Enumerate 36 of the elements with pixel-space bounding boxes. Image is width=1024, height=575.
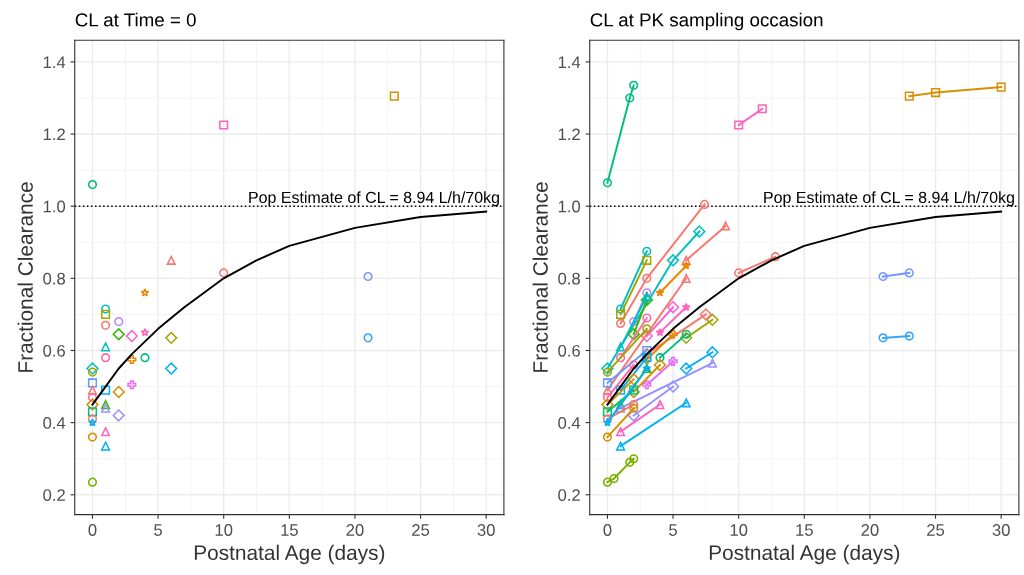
x-tick-label: 20 — [346, 524, 364, 536]
annotation: Pop Estimate of CL = 8.94 L/h/70kg — [249, 191, 499, 207]
y-tick-label: 1.4 — [43, 56, 66, 68]
y-axis-title: Fractional Clearance — [17, 182, 33, 372]
y-axis-title: Fractional Clearance — [532, 182, 548, 372]
y-tick-label: 0.8 — [43, 272, 65, 285]
y-tick-label: 1.2 — [558, 128, 580, 141]
y-tick-label: 1.4 — [558, 56, 581, 68]
y-tick-label: 0.8 — [558, 272, 580, 285]
y-tick-label: 1.0 — [43, 200, 66, 213]
chart-title: CL at PK sampling occasion — [590, 12, 823, 31]
annotation: Pop Estimate of CL = 8.94 L/h/70kg — [764, 191, 1014, 207]
x-tick-label: 30 — [477, 524, 495, 536]
x-tick-label: 30 — [992, 524, 1010, 536]
y-tick-label: 1.2 — [43, 128, 65, 141]
x-tick-label: 15 — [281, 524, 298, 536]
chart-title: CL at Time = 0 — [75, 12, 196, 27]
x-tick-label: 15 — [796, 524, 813, 536]
x-tick-label: 0 — [88, 524, 97, 536]
x-tick-label: 10 — [215, 524, 233, 536]
x-axis-title: Postnatal Age (days) — [709, 544, 900, 565]
x-tick-label: 0 — [603, 524, 612, 536]
y-tick-label: 0.2 — [558, 489, 580, 501]
x-tick-label: 25 — [412, 524, 430, 536]
y-tick-label: 0.6 — [43, 344, 65, 357]
x-tick-label: 25 — [927, 524, 945, 536]
y-tick-label: 0.4 — [558, 417, 581, 429]
y-tick-label: 1.0 — [558, 200, 581, 213]
x-axis-title: Postnatal Age (days) — [194, 544, 385, 565]
y-tick-label: 0.2 — [43, 489, 65, 501]
y-tick-label: 0.6 — [558, 344, 580, 357]
x-tick-label: 20 — [861, 524, 879, 536]
x-tick-label: 5 — [154, 524, 163, 536]
x-tick-label: 5 — [669, 524, 677, 536]
x-tick-label: 10 — [730, 524, 748, 536]
y-tick-label: 0.4 — [43, 417, 66, 429]
